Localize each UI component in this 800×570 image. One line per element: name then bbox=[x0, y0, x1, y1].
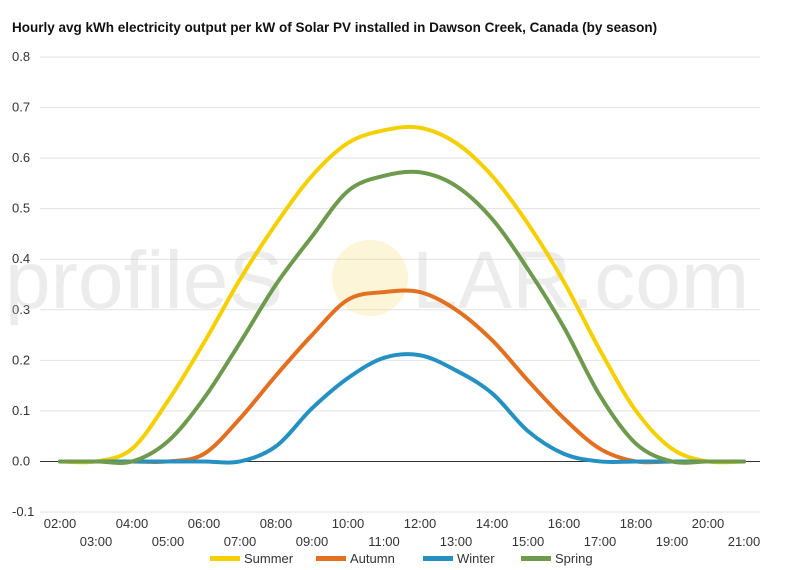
y-tick-label: -0.1 bbox=[12, 504, 34, 519]
x-tick-label: 04:00 bbox=[116, 516, 149, 531]
x-tick-label: 09:00 bbox=[296, 534, 329, 549]
legend-label-winter: Winter bbox=[457, 551, 495, 566]
x-tick-label: 11:00 bbox=[368, 534, 400, 549]
y-tick-label: 0.1 bbox=[12, 403, 30, 418]
x-tick-label: 12:00 bbox=[404, 516, 437, 531]
y-tick-label: 0.6 bbox=[12, 150, 30, 165]
x-tick-label: 13:00 bbox=[440, 534, 473, 549]
legend-swatch-spring bbox=[521, 556, 551, 561]
x-tick-label: 08:00 bbox=[260, 516, 293, 531]
y-tick-label: 0.5 bbox=[12, 201, 30, 216]
legend-label-autumn: Autumn bbox=[350, 551, 395, 566]
chart-title: Hourly avg kWh electricity output per kW… bbox=[12, 20, 658, 35]
x-tick-label: 07:00 bbox=[224, 534, 257, 549]
y-tick-label: 0.7 bbox=[12, 100, 30, 115]
legend-label-summer: Summer bbox=[244, 551, 294, 566]
watermark-text-left: profileS bbox=[5, 235, 283, 326]
series-line-summer bbox=[58, 124, 746, 465]
x-tick-label: 18:00 bbox=[620, 516, 653, 531]
x-tick-label: 10:00 bbox=[332, 516, 365, 531]
legend: Summer Autumn Winter Spring bbox=[210, 551, 593, 566]
x-tick-label: 19:00 bbox=[656, 534, 689, 549]
x-tick-label: 06:00 bbox=[188, 516, 221, 531]
series-line-winter bbox=[58, 352, 746, 465]
y-tick-label: 0.4 bbox=[12, 251, 30, 266]
y-tick-label: 0.8 bbox=[12, 49, 30, 64]
legend-label-spring: Spring bbox=[555, 551, 593, 566]
x-tick-label: 02:00 bbox=[44, 516, 77, 531]
watermark: profileS LAR.com bbox=[5, 235, 749, 326]
x-tick-label: 15:00 bbox=[512, 534, 545, 549]
x-tick-label: 14:00 bbox=[476, 516, 509, 531]
x-tick-label: 05:00 bbox=[152, 534, 185, 549]
legend-swatch-autumn bbox=[316, 556, 346, 561]
y-tick-label: 0.0 bbox=[12, 453, 30, 468]
x-tick-label: 03:00 bbox=[80, 534, 113, 549]
x-tick-label: 21:00 bbox=[728, 534, 761, 549]
x-tick-label: 20:00 bbox=[692, 516, 725, 531]
x-tick-label: 16:00 bbox=[548, 516, 581, 531]
y-tick-label: 0.3 bbox=[12, 302, 30, 317]
x-tick-label: 17:00 bbox=[584, 534, 617, 549]
series-line-spring bbox=[58, 169, 746, 465]
legend-swatch-summer bbox=[210, 556, 240, 561]
legend-swatch-winter bbox=[423, 556, 453, 561]
y-tick-label: 0.2 bbox=[12, 352, 30, 367]
